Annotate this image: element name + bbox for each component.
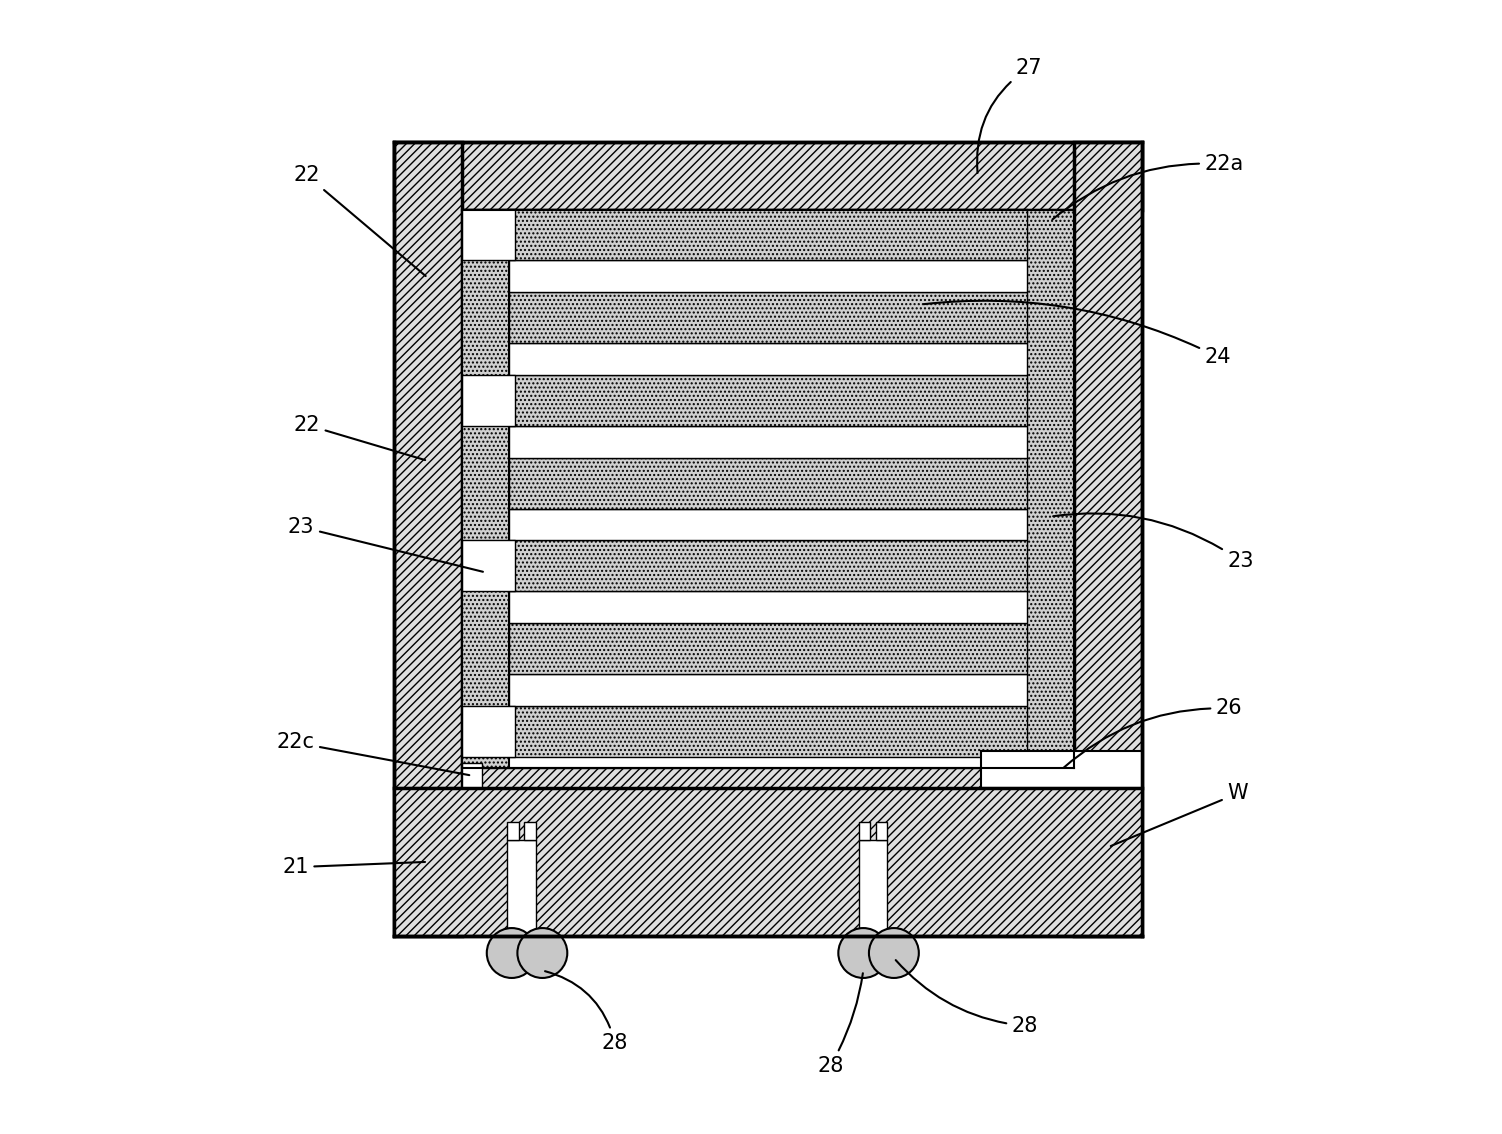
Text: W: W xyxy=(1111,784,1248,846)
Bar xyxy=(509,291,1026,342)
Text: 24: 24 xyxy=(924,301,1232,367)
Text: 23: 23 xyxy=(288,517,484,572)
Text: 28: 28 xyxy=(817,973,862,1076)
Bar xyxy=(461,705,515,758)
Bar xyxy=(461,763,482,788)
Bar xyxy=(509,342,1026,374)
Bar xyxy=(876,822,888,839)
Bar xyxy=(394,788,1142,936)
Bar xyxy=(509,705,1026,758)
Bar xyxy=(1026,210,1074,768)
Text: 22: 22 xyxy=(293,415,425,460)
Text: 22: 22 xyxy=(293,166,425,276)
Bar xyxy=(461,209,515,261)
Bar xyxy=(859,822,870,839)
Bar xyxy=(509,508,1026,540)
Circle shape xyxy=(517,928,568,978)
Bar xyxy=(509,624,1026,674)
Text: 23: 23 xyxy=(1053,514,1254,572)
Bar xyxy=(394,788,1142,936)
Bar xyxy=(859,839,888,936)
Bar xyxy=(508,822,518,839)
Bar xyxy=(461,210,1074,768)
Bar xyxy=(461,768,1074,788)
Circle shape xyxy=(870,928,919,978)
Bar xyxy=(509,540,1026,592)
Bar xyxy=(509,260,1026,293)
Bar xyxy=(394,142,1142,210)
Text: 28: 28 xyxy=(545,971,628,1053)
Text: 26: 26 xyxy=(1063,699,1242,768)
Bar xyxy=(461,374,515,425)
Bar xyxy=(394,142,461,936)
Bar xyxy=(524,822,536,839)
Bar xyxy=(509,457,1026,509)
Text: 22a: 22a xyxy=(1053,154,1244,219)
Circle shape xyxy=(487,928,536,978)
Circle shape xyxy=(838,928,888,978)
Bar xyxy=(461,540,515,592)
Bar xyxy=(509,374,1026,425)
Bar xyxy=(508,839,536,936)
Bar xyxy=(1074,142,1142,936)
Bar xyxy=(461,210,509,768)
Text: 27: 27 xyxy=(978,58,1042,174)
Bar xyxy=(509,209,1026,261)
Bar xyxy=(981,751,1142,788)
Text: 21: 21 xyxy=(282,857,425,878)
Text: 28: 28 xyxy=(895,960,1038,1036)
Bar xyxy=(509,592,1026,624)
Text: 22c: 22c xyxy=(276,733,469,776)
Bar xyxy=(509,674,1026,705)
Bar xyxy=(509,425,1026,457)
